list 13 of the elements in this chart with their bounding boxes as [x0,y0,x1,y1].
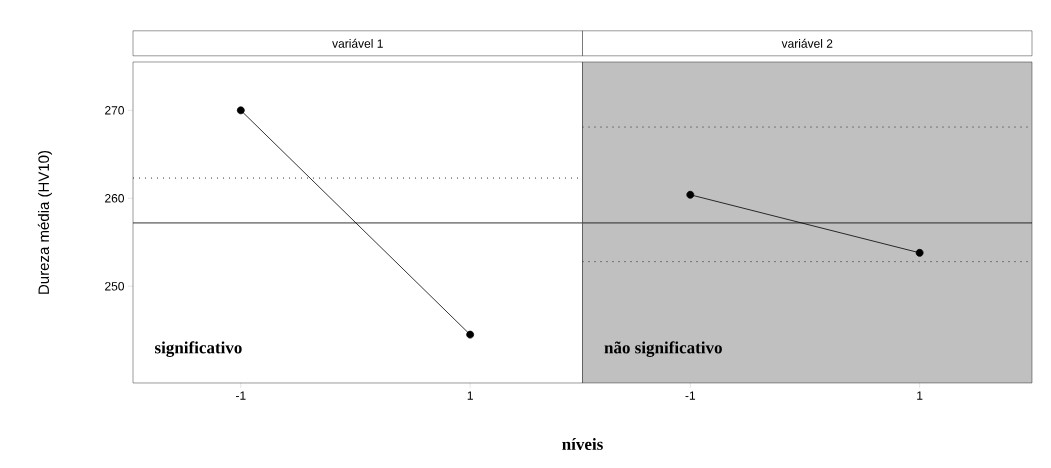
chart-title: variável 1 [332,38,383,48]
y-tick-label: 260 [105,194,125,203]
chart-title: variável 2 [781,38,833,48]
annotation: não significativo [604,341,722,357]
x-tick-label: -1 [685,391,696,400]
x-tick-label: 1 [467,391,473,400]
annotation: significativo [155,341,242,357]
y-tick-label: 250 [105,282,125,291]
x-axis-title: níveis [562,437,603,450]
x-tick-label: -1 [235,391,246,400]
y-axis-title: Dureza média (HV10) [37,150,52,294]
y-tick-label: 270 [105,106,125,115]
x-tick-label: 1 [917,391,923,400]
